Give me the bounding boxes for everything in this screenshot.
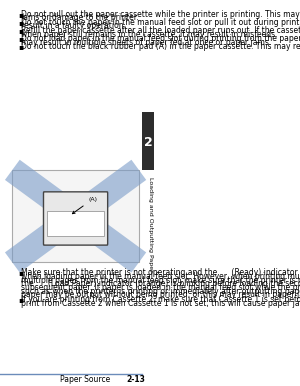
Text: print from Cassette 2 when Cassette 1 is not set, this will cause paper jams.: print from Cassette 2 when Cassette 1 is… <box>21 299 300 308</box>
Text: ▪: ▪ <box>18 10 23 19</box>
Text: ▪: ▪ <box>18 26 23 35</box>
Text: Loading and Outputting Paper: Loading and Outputting Paper <box>148 176 153 271</box>
Text: ▪: ▪ <box>18 34 23 43</box>
Text: such as when the printer is printing or immediately after outputting paper, the : such as when the printer is printing or … <box>21 286 300 296</box>
Text: Do not pull out the paper cassette while the printer is printing. This may resul: Do not pull out the paper cassette while… <box>21 10 300 19</box>
Bar <box>47 211 104 236</box>
Text: Do not touch the paper in the manual feed slot or pull it out during printing. T: Do not touch the paper in the manual fee… <box>21 18 300 27</box>
Text: 2-13: 2-13 <box>126 374 145 384</box>
Text: ▪: ▪ <box>18 268 23 277</box>
Text: Do not touch the black rubber pad (A) in the paper cassette. This may result in : Do not touch the black rubber pad (A) in… <box>21 42 300 51</box>
Text: Paper Source: Paper Source <box>60 374 110 384</box>
Text: ▪: ▪ <box>18 18 23 27</box>
Text: Refill the paper cassette after all the loaded paper runs out. If the cassette i: Refill the paper cassette after all the … <box>21 26 300 35</box>
Bar <box>12 170 139 262</box>
Text: when paper still remains in the cassette, it may result in misfeeds.: when paper still remains in the cassette… <box>21 29 277 39</box>
Text: may result in multiple sheets of paper fed at once or paper jams.: may result in multiple sheets of paper f… <box>21 37 271 47</box>
Bar <box>142 112 154 170</box>
Text: result in a faulty operation.: result in a faulty operation. <box>21 21 126 30</box>
Text: (A): (A) <box>72 196 97 214</box>
Text: subsequent paper. If paper is loaded in the manual feed slot while the printer i: subsequent paper. If paper is loaded in … <box>21 283 300 292</box>
Text: Do not load paper in the manual feed slot during printing from the paper cassett: Do not load paper in the manual feed slo… <box>21 34 300 43</box>
Text: ▪: ▪ <box>18 295 23 304</box>
Text: 2: 2 <box>144 136 152 149</box>
FancyBboxPatch shape <box>44 192 108 245</box>
Text: paper may be output without being printed, or this may result in paper jams.: paper may be output without being printe… <box>21 290 300 299</box>
Text: multiple pages from the manual feed slot, make sure that the printer is not oper: multiple pages from the manual feed slot… <box>21 276 300 284</box>
Text: ▪: ▪ <box>18 42 23 51</box>
Text: the      (Load Paper) indicator (orange) is blinking before loading the second a: the (Load Paper) indicator (orange) is b… <box>21 279 300 288</box>
Text: jams or damage to the printer.: jams or damage to the printer. <box>21 13 138 22</box>
Text: when loading paper in the manual feed slot. However, when printing multiple copi: when loading paper in the manual feed sl… <box>21 272 300 281</box>
Text: If you are printing from Cassette 2, make sure that Cassette 1 is set before pri: If you are printing from Cassette 2, mak… <box>21 295 300 304</box>
Text: Make sure that the printer is not operating and the      (Ready) indicator (gree: Make sure that the printer is not operat… <box>21 268 300 277</box>
